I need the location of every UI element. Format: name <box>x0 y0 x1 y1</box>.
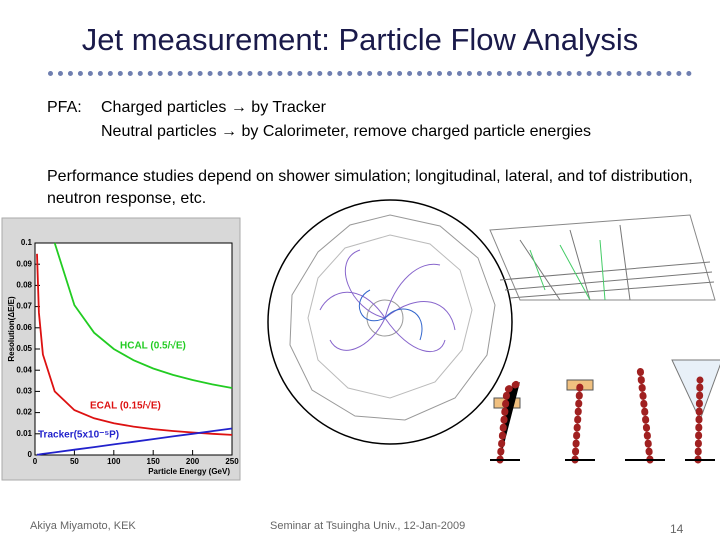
y-tick-label: 0.04 <box>16 365 32 374</box>
detector-closeup <box>489 214 716 301</box>
pfa-label: PFA: <box>47 99 82 116</box>
pfa-line: Neutral particles → by Calorimeter, remo… <box>101 123 591 140</box>
footer-event: Seminar at Tsuingha Univ., 12-Jan-2009 <box>270 520 466 532</box>
title-rule <box>48 71 692 76</box>
x-tick-label: 200 <box>186 457 200 466</box>
y-tick-label: 0.06 <box>16 323 32 332</box>
x-axis-label: Particle Energy (GeV) <box>148 467 230 476</box>
y-tick-label: 0.05 <box>16 344 32 353</box>
y-tick-label: 0.03 <box>16 387 32 396</box>
y-tick-label: 0.09 <box>16 259 32 268</box>
series-label: HCAL (0.5/√E) <box>120 341 186 352</box>
footer-author: Akiya Miyamoto, KEK <box>30 520 136 532</box>
series-line <box>36 253 233 436</box>
y-axis-label: Resolution(ΔE/E) <box>7 296 16 362</box>
x-tick-label: 250 <box>225 457 239 466</box>
plot-area <box>34 242 233 456</box>
x-tick-label: 50 <box>70 457 79 466</box>
jet-diagrams <box>490 359 720 464</box>
series-line <box>53 242 233 389</box>
x-tick-label: 0 <box>33 457 38 466</box>
pfa-line: Charged particles → by Tracker <box>101 99 326 116</box>
event-display <box>267 199 513 445</box>
y-tick-label: 0.07 <box>16 302 32 311</box>
page-number: 14 <box>670 522 684 536</box>
y-tick-label: 0.01 <box>16 429 32 438</box>
y-tick-label: 0.08 <box>16 281 32 290</box>
performance-text: Performance studies depend on shower sim… <box>47 168 693 207</box>
series-label: Tracker(5x10⁻⁵P) <box>38 430 119 441</box>
x-tick-label: 150 <box>147 457 161 466</box>
y-tick-label: 0.02 <box>16 408 32 417</box>
x-tick-label: 100 <box>107 457 121 466</box>
series-label: ECAL (0.15/√E) <box>90 401 161 412</box>
series-line <box>36 427 233 456</box>
y-tick-label: 0.1 <box>21 238 33 247</box>
slide-title: Jet measurement: Particle Flow Analysis <box>81 22 639 57</box>
y-tick-label: 0 <box>28 450 33 459</box>
